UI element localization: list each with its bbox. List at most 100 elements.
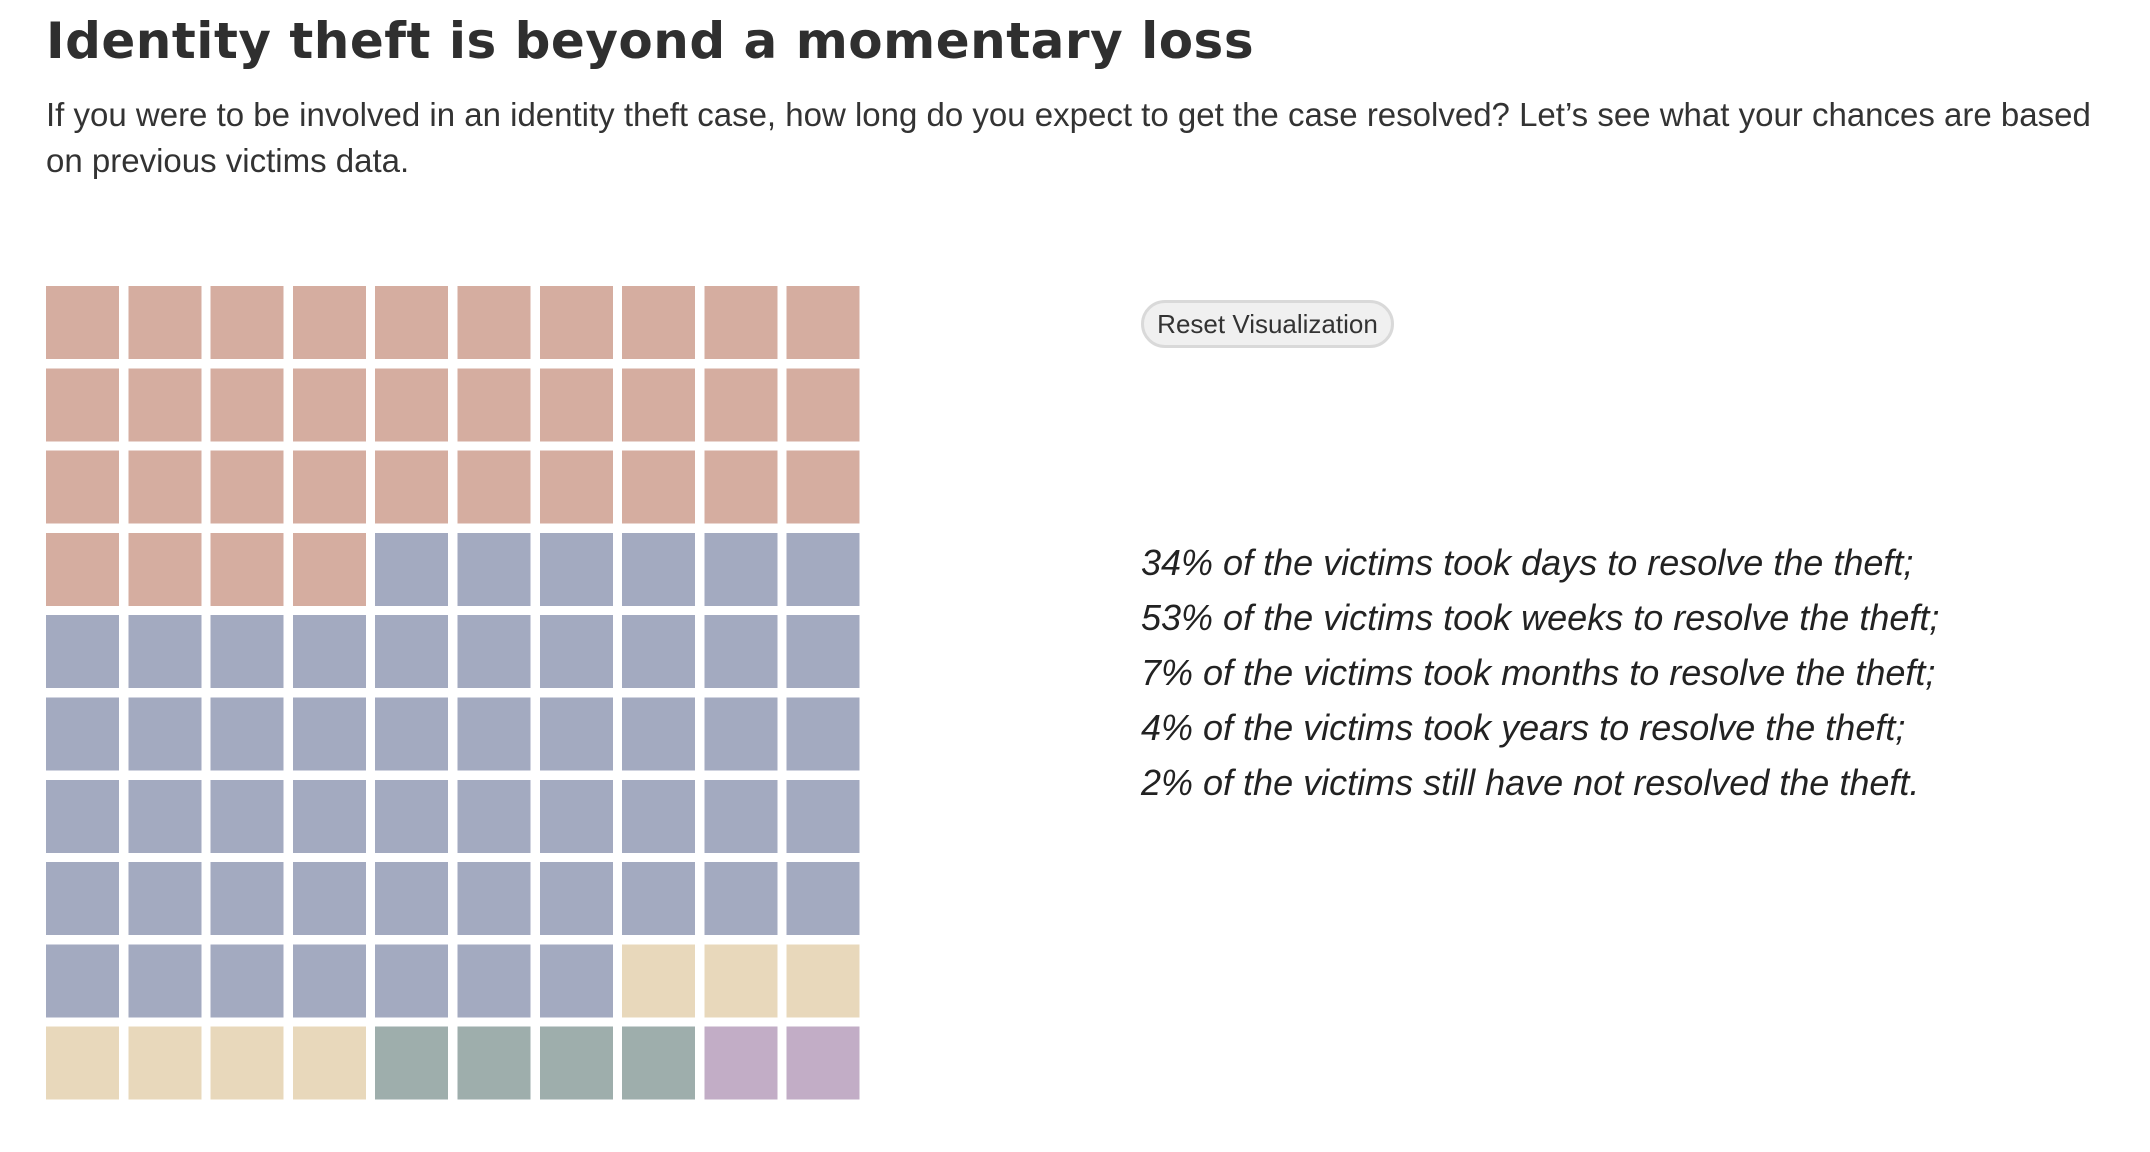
waffle-cell-weeks (457, 615, 531, 689)
waffle-cell-days (704, 286, 778, 359)
waffle-cell-weeks (704, 862, 778, 936)
waffle-cell-weeks (704, 779, 778, 853)
waffle-cell-weeks (128, 862, 202, 936)
waffle-cell-days (375, 368, 449, 442)
waffle-cell-weeks (128, 779, 202, 853)
waffle-cell-weeks (786, 862, 860, 936)
waffle-cell-days (457, 286, 531, 359)
waffle-cell-days (210, 532, 284, 606)
waffle-cell-weeks (292, 944, 366, 1018)
waffle-cell-weeks (786, 615, 860, 689)
page-subtitle: If you were to be involved in an identit… (46, 96, 2091, 179)
waffle-cell-weeks (375, 615, 449, 689)
stat-days: 34% of the victims took days to resolve … (1141, 542, 1914, 583)
waffle-cell-weeks (457, 532, 531, 606)
waffle-cell-days (46, 532, 119, 606)
waffle-cell-days (622, 286, 696, 359)
waffle-cell-weeks (46, 862, 119, 936)
stat-months: 7% of the victims took months to resolve… (1141, 652, 1936, 693)
waffle-cell-weeks (292, 862, 366, 936)
waffle-cell-weeks (292, 615, 366, 689)
waffle-cell-weeks (210, 615, 284, 689)
waffle-cell-days (292, 532, 366, 606)
waffle-cell-days (375, 286, 449, 359)
waffle-cell-weeks (292, 779, 366, 853)
waffle-cell-weeks (622, 862, 696, 936)
waffle-cell-days (539, 450, 613, 524)
waffle-cell-days (210, 450, 284, 524)
waffle-cell-days (539, 368, 613, 442)
reset-visualization-button[interactable]: Reset Visualization (1141, 300, 1394, 348)
waffle-cell-days (457, 450, 531, 524)
waffle-cell-weeks (457, 944, 531, 1018)
page-title: Identity theft is beyond a momentary los… (46, 12, 1255, 70)
waffle-cell-days (786, 286, 860, 359)
waffle-cell-days (46, 368, 119, 442)
waffle-cell-weeks (128, 697, 202, 771)
waffle-cell-not-resolved (786, 1026, 860, 1100)
waffle-cell-weeks (210, 944, 284, 1018)
waffle-cell-weeks (457, 697, 531, 771)
waffle-cell-weeks (128, 615, 202, 689)
waffle-cell-weeks (539, 944, 613, 1018)
waffle-cell-days (786, 450, 860, 524)
waffle-cell-weeks (210, 697, 284, 771)
waffle-cell-weeks (46, 779, 119, 853)
waffle-cell-weeks (457, 862, 531, 936)
waffle-cell-days (622, 368, 696, 442)
waffle-cell-days (128, 532, 202, 606)
waffle-cell-days (375, 450, 449, 524)
waffle-cell-weeks (704, 532, 778, 606)
waffle-cell-weeks (622, 532, 696, 606)
waffle-cell-years (622, 1026, 696, 1100)
waffle-cell-weeks (46, 697, 119, 771)
waffle-cell-weeks (128, 944, 202, 1018)
waffle-cell-weeks (539, 532, 613, 606)
waffle-cell-days (292, 286, 366, 359)
waffle-cell-days (786, 368, 860, 442)
waffle-cell-weeks (46, 615, 119, 689)
waffle-cell-months (786, 944, 860, 1018)
waffle-cell-weeks (539, 779, 613, 853)
waffle-cell-days (210, 368, 284, 442)
waffle-cell-days (704, 368, 778, 442)
stats-list: 34% of the victims took days to resolve … (1141, 535, 1939, 810)
waffle-cell-weeks (786, 697, 860, 771)
waffle-cell-days (128, 286, 202, 359)
waffle-cell-weeks (786, 532, 860, 606)
waffle-cell-weeks (375, 697, 449, 771)
waffle-cell-weeks (375, 532, 449, 606)
waffle-cell-months (292, 1026, 366, 1100)
waffle-cell-months (704, 944, 778, 1018)
waffle-cell-days (46, 450, 119, 524)
waffle-cell-months (128, 1026, 202, 1100)
waffle-cell-years (539, 1026, 613, 1100)
waffle-cell-weeks (539, 697, 613, 771)
waffle-cell-days (46, 286, 119, 359)
stat-years: 4% of the victims took years to resolve … (1141, 707, 1906, 748)
waffle-cell-days (539, 286, 613, 359)
waffle-cell-days (292, 450, 366, 524)
waffle-cell-weeks (704, 697, 778, 771)
waffle-cell-weeks (210, 779, 284, 853)
waffle-cell-weeks (375, 944, 449, 1018)
waffle-cell-days (210, 286, 284, 359)
waffle-cell-months (210, 1026, 284, 1100)
waffle-cell-weeks (704, 615, 778, 689)
waffle-cell-weeks (375, 779, 449, 853)
waffle-cell-weeks (210, 862, 284, 936)
stat-not-resolved: 2% of the victims still have not resolve… (1141, 762, 1920, 803)
waffle-cell-weeks (622, 615, 696, 689)
waffle-cell-days (128, 368, 202, 442)
waffle-cell-weeks (292, 697, 366, 771)
waffle-cell-not-resolved (704, 1026, 778, 1100)
waffle-cell-years (457, 1026, 531, 1100)
waffle-cell-weeks (539, 615, 613, 689)
waffle-cell-weeks (375, 862, 449, 936)
waffle-cell-weeks (622, 697, 696, 771)
waffle-chart (46, 286, 860, 1100)
waffle-cell-days (292, 368, 366, 442)
waffle-cell-months (622, 944, 696, 1018)
waffle-cell-weeks (539, 862, 613, 936)
waffle-cell-days (704, 450, 778, 524)
